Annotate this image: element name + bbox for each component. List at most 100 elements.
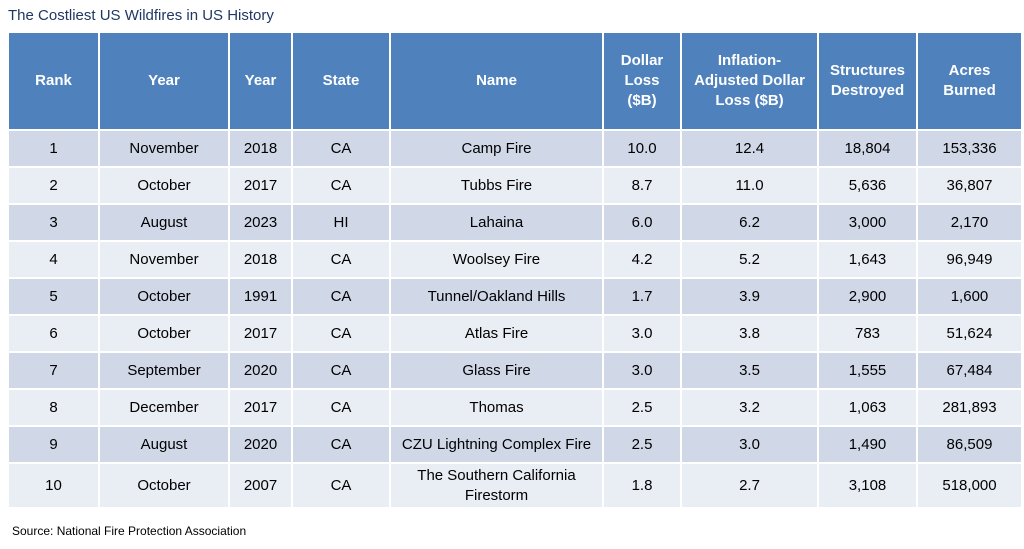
table-cell: 2018 (228, 129, 293, 168)
table-cell: October (98, 166, 230, 205)
table-cell: 86,509 (916, 425, 1023, 464)
header-cell: Year (98, 31, 230, 131)
table-cell: Tubbs Fire (389, 166, 604, 205)
table-title: The Costliest US Wildfires in US History (8, 7, 274, 24)
table-cell: 3.0 (602, 351, 682, 390)
table-cell: 8.7 (602, 166, 682, 205)
table-cell: CA (291, 462, 391, 509)
table-cell: 3.2 (680, 388, 819, 427)
table-cell: October (98, 314, 230, 353)
table-cell: CA (291, 240, 391, 279)
table-cell: CA (291, 351, 391, 390)
table-row: 4 November 2018 CA Woolsey Fire 4.2 5.2 1,643 96… (7, 240, 1023, 279)
table-cell: 3.8 (680, 314, 819, 353)
table-cell: 3.0 (680, 425, 819, 464)
table-cell: 5.2 (680, 240, 819, 279)
table-cell: 2017 (228, 166, 293, 205)
table-cell: CA (291, 425, 391, 464)
table-cell: 2020 (228, 351, 293, 390)
table-cell: CA (291, 314, 391, 353)
table-cell: 281,893 (916, 388, 1023, 427)
table-cell: 2.7 (680, 462, 819, 509)
table-cell: 1,600 (916, 277, 1023, 316)
table-row: 7 September 2020 CA Glass Fire 3.0 3.5 1,555 67,… (7, 351, 1023, 390)
table-row: 8 December 2017 CA Thomas 2.5 3.2 1,063 281,893 (7, 388, 1023, 427)
table-cell: August (98, 203, 230, 242)
header-cell: Name (389, 31, 604, 131)
table-cell: August (98, 425, 230, 464)
table-cell: 2.5 (602, 425, 682, 464)
table-cell: 2017 (228, 314, 293, 353)
table-row: 3 August 2023 HI Lahaina 6.0 6.2 3,000 2,170 (7, 203, 1023, 242)
header-cell: State (291, 31, 391, 131)
header-cell: Year (228, 31, 293, 131)
table-cell: 1.8 (602, 462, 682, 509)
table-cell: 36,807 (916, 166, 1023, 205)
table-cell: 2 (7, 166, 100, 205)
table-row: 10 October 2007 CA The Southern California F… (7, 462, 1023, 509)
table-cell: 3.0 (602, 314, 682, 353)
table-cell: November (98, 129, 230, 168)
table-body: 1 November 2018 CA Camp Fire 10.0 12.4 18,804 15… (7, 129, 1023, 509)
table-cell: 10.0 (602, 129, 682, 168)
table-cell: 51,624 (916, 314, 1023, 353)
header-cell: Dollar Loss ($B) (602, 31, 682, 131)
wildfire-table: Rank Year Year State Name Dollar Loss ($B) Inf… (7, 31, 1023, 509)
table-cell: 6.2 (680, 203, 819, 242)
table-cell: 5,636 (817, 166, 918, 205)
table-cell: Tunnel/Oakland Hills (389, 277, 604, 316)
table-cell: CA (291, 129, 391, 168)
table-cell: Atlas Fire (389, 314, 604, 353)
table-cell: 1 (7, 129, 100, 168)
table-cell: 8 (7, 388, 100, 427)
table-row: 9 August 2020 CA CZU Lightning Complex Fire 2… (7, 425, 1023, 464)
table-cell: November (98, 240, 230, 279)
table-cell: 1,490 (817, 425, 918, 464)
table-cell: 518,000 (916, 462, 1023, 509)
table-cell: 2023 (228, 203, 293, 242)
table-cell: Thomas (389, 388, 604, 427)
table-cell: CA (291, 388, 391, 427)
table-cell: 11.0 (680, 166, 819, 205)
table-cell: CZU Lightning Complex Fire (389, 425, 604, 464)
table-row: 1 November 2018 CA Camp Fire 10.0 12.4 18,804 15… (7, 129, 1023, 168)
header-cell: Structures Destroyed (817, 31, 918, 131)
table-cell: December (98, 388, 230, 427)
table-cell: CA (291, 277, 391, 316)
table-cell: 1.7 (602, 277, 682, 316)
source-note: Source: National Fire Protection Associa… (12, 524, 247, 538)
table-cell: 2018 (228, 240, 293, 279)
header-cell: Rank (7, 31, 100, 131)
table-cell: Lahaina (389, 203, 604, 242)
table-cell: 2.5 (602, 388, 682, 427)
table-row: 6 October 2017 CA Atlas Fire 3.0 3.8 783 51,624 (7, 314, 1023, 353)
table-cell: 1,063 (817, 388, 918, 427)
table-cell: October (98, 277, 230, 316)
table-cell: October (98, 462, 230, 509)
table-cell: 153,336 (916, 129, 1023, 168)
table-cell: 2020 (228, 425, 293, 464)
table-cell: 3,000 (817, 203, 918, 242)
table-cell: 2017 (228, 388, 293, 427)
table-cell: 2,900 (817, 277, 918, 316)
table-cell: 18,804 (817, 129, 918, 168)
table-cell: CA (291, 166, 391, 205)
table-cell: 7 (7, 351, 100, 390)
table-cell: 4.2 (602, 240, 682, 279)
table-cell: Woolsey Fire (389, 240, 604, 279)
table-cell: 2007 (228, 462, 293, 509)
table-cell: Camp Fire (389, 129, 604, 168)
table-row: 5 October 1991 CA Tunnel/Oakland Hills 1.7 3.9… (7, 277, 1023, 316)
table-cell: 783 (817, 314, 918, 353)
table-cell: HI (291, 203, 391, 242)
header-row: Rank Year Year State Name Dollar Loss ($B) Inf… (7, 31, 1023, 131)
table-cell: 4 (7, 240, 100, 279)
table-cell: The Southern California Firestorm (389, 462, 604, 509)
table-cell: 12.4 (680, 129, 819, 168)
table-cell: 9 (7, 425, 100, 464)
table-cell: 5 (7, 277, 100, 316)
table-cell: 67,484 (916, 351, 1023, 390)
table-row: 2 October 2017 CA Tubbs Fire 8.7 11.0 5,636 36,8… (7, 166, 1023, 205)
table-cell: 10 (7, 462, 100, 509)
